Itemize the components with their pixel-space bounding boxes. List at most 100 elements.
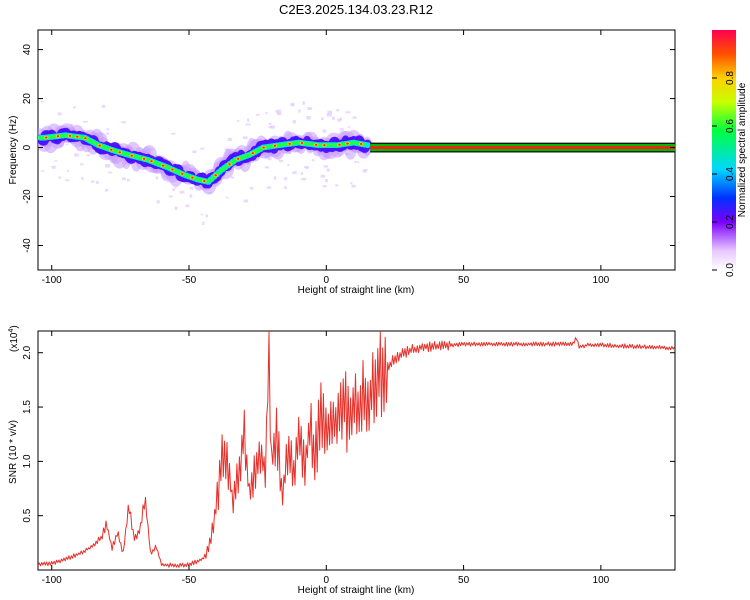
noise-speckle [80, 163, 84, 166]
ridge-max [323, 144, 326, 147]
ridge-max [236, 157, 240, 160]
noise-speckle [363, 169, 368, 171]
noise-speckle [106, 128, 110, 131]
spectrogram-panel: -100 -50 0 50 100 -40 -20 0 20 40 Height of stra… [8, 29, 676, 296]
noise-speckle [168, 195, 173, 198]
ridge-max [161, 164, 165, 167]
noise-speckle [336, 109, 340, 112]
noise-speckle [284, 186, 287, 189]
noise-speckle [345, 111, 351, 114]
noise-speckle [57, 112, 62, 116]
noise-speckle [325, 178, 328, 183]
snr-frame [37, 330, 676, 571]
ridge-inner [218, 168, 225, 173]
noise-speckle [174, 186, 177, 189]
noise-speckle [247, 118, 250, 122]
noise-speckle [337, 118, 342, 122]
ridge-max [76, 135, 79, 138]
noise-speckle [189, 186, 194, 190]
bottom-x-tick-label: 100 [593, 575, 610, 586]
top-y-axis-label: Frequency (Hz) [8, 116, 19, 185]
ridge-inner [206, 178, 213, 183]
noise-speckle [200, 213, 204, 216]
noise-speckle [267, 156, 272, 161]
ridge-max [228, 163, 231, 166]
top-x-axis-label: Height of straight line (km) [298, 285, 415, 296]
noise-speckle [66, 170, 70, 172]
noise-speckle [266, 186, 271, 189]
noise-speckle [242, 136, 248, 140]
colorbar-tick-label: 0.2 [725, 215, 736, 229]
y-multiplier: (x104) [8, 325, 20, 352]
noise-speckle [185, 204, 190, 208]
noise-speckle [95, 181, 99, 184]
noise-speckle [350, 182, 353, 185]
bottom-y-axis-label: SNR (10 * v/v) [8, 420, 19, 484]
noise-speckle [202, 221, 205, 226]
noise-speckle [155, 176, 159, 180]
noise-speckle [321, 117, 324, 121]
colorbar-ticks: 0.0 0.2 0.4 0.6 0.8 [712, 71, 736, 277]
noise-speckle [65, 143, 69, 146]
noise-speckle [300, 171, 304, 175]
noise-speckle [81, 176, 84, 180]
noise-speckle [322, 129, 327, 133]
colorbar-tick-label: 0.6 [725, 119, 736, 133]
noise-speckle [104, 188, 109, 192]
noise-speckle [172, 188, 176, 191]
top-x-axis-ticks: -100 -50 0 50 100 [42, 30, 610, 286]
top-y-axis-ticks: -40 -20 0 20 40 [22, 44, 675, 253]
ridge-inner [222, 165, 229, 170]
top-y-tick-label: -20 [22, 189, 33, 204]
noise-speckle [236, 120, 240, 122]
noise-speckle [245, 123, 251, 126]
top-x-tick-label: -100 [42, 275, 62, 286]
noise-speckle [306, 116, 311, 120]
bottom-x-tick-label: -100 [42, 575, 62, 586]
noise-speckle [268, 122, 272, 125]
noise-speckle [264, 166, 269, 169]
noise-speckle [127, 178, 130, 182]
ridge-max [262, 146, 265, 149]
noise-speckle [320, 174, 326, 178]
chart-title: C2E3.2025.134.03.23.R12 [279, 2, 433, 17]
top-x-tick-label: 0 [324, 275, 330, 286]
noise-speckle [284, 177, 288, 181]
noise-speckle [304, 166, 309, 168]
noise-speckle [307, 107, 313, 110]
noise-speckle [339, 128, 344, 131]
bottom-x-tick-label: 50 [458, 575, 470, 586]
noise-speckle [225, 196, 229, 199]
top-x-tick-label: 50 [458, 275, 470, 286]
noise-speckle [335, 184, 339, 187]
ridge-max [346, 142, 349, 145]
noise-speckle [72, 106, 76, 109]
ridge-max [142, 157, 146, 160]
noise-speckle [352, 116, 357, 119]
noise-speckle [327, 110, 332, 114]
noise-speckle [323, 165, 328, 168]
ridge-max [360, 142, 363, 145]
ridge-max [45, 136, 48, 139]
noise-speckle [107, 171, 113, 174]
noise-speckle [326, 113, 332, 117]
ridge-max [98, 144, 101, 147]
noise-speckle [322, 185, 327, 188]
noise-speckle [106, 132, 109, 135]
ridge-max [150, 160, 153, 163]
noise-speckle [174, 206, 178, 210]
bottom-x-axis-ticks: -100 -50 0 50 100 [42, 331, 610, 586]
noise-speckle [192, 150, 197, 153]
noise-speckle [298, 109, 301, 113]
noise-speckle [278, 159, 284, 163]
noise-speckle [122, 177, 126, 181]
noise-speckle [243, 199, 249, 203]
ridge-max [251, 152, 254, 155]
noise-speckle [292, 171, 297, 175]
colorbar-tick-label: 0.0 [725, 263, 736, 277]
bottom-y-tick-label: 2.0 [22, 345, 33, 359]
noise-speckle [83, 120, 88, 123]
ridge-max [191, 176, 194, 179]
colorbar-gradient [712, 30, 736, 270]
noise-speckle [74, 153, 79, 157]
